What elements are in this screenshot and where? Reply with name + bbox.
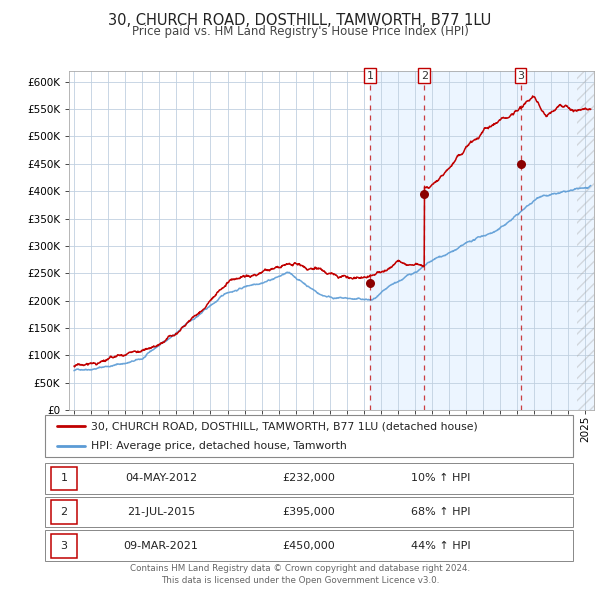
Text: £232,000: £232,000 <box>283 474 335 483</box>
Text: 1: 1 <box>61 474 68 483</box>
FancyBboxPatch shape <box>52 534 77 558</box>
FancyBboxPatch shape <box>52 500 77 524</box>
Text: Contains HM Land Registry data © Crown copyright and database right 2024.
This d: Contains HM Land Registry data © Crown c… <box>130 564 470 585</box>
Bar <box>577 71 600 410</box>
Bar <box>577 71 600 410</box>
Text: 44% ↑ HPI: 44% ↑ HPI <box>411 541 471 550</box>
Text: £450,000: £450,000 <box>283 541 335 550</box>
Text: 21-JUL-2015: 21-JUL-2015 <box>127 507 195 517</box>
Text: 30, CHURCH ROAD, DOSTHILL, TAMWORTH, B77 1LU (detached house): 30, CHURCH ROAD, DOSTHILL, TAMWORTH, B77… <box>91 421 478 431</box>
FancyBboxPatch shape <box>45 415 573 457</box>
Text: HPI: Average price, detached house, Tamworth: HPI: Average price, detached house, Tamw… <box>91 441 347 451</box>
Text: 09-MAR-2021: 09-MAR-2021 <box>124 541 199 550</box>
FancyBboxPatch shape <box>52 467 77 490</box>
Text: £395,000: £395,000 <box>283 507 335 517</box>
Text: 04-MAY-2012: 04-MAY-2012 <box>125 474 197 483</box>
Text: 10% ↑ HPI: 10% ↑ HPI <box>412 474 470 483</box>
Text: 2: 2 <box>61 507 68 517</box>
FancyBboxPatch shape <box>45 497 573 527</box>
Text: 3: 3 <box>61 541 68 550</box>
Text: 68% ↑ HPI: 68% ↑ HPI <box>411 507 471 517</box>
Text: 3: 3 <box>517 71 524 81</box>
Bar <box>370 71 600 410</box>
FancyBboxPatch shape <box>45 530 573 561</box>
Text: Price paid vs. HM Land Registry's House Price Index (HPI): Price paid vs. HM Land Registry's House … <box>131 25 469 38</box>
Text: 1: 1 <box>367 71 373 81</box>
Text: 30, CHURCH ROAD, DOSTHILL, TAMWORTH, B77 1LU: 30, CHURCH ROAD, DOSTHILL, TAMWORTH, B77… <box>109 13 491 28</box>
Text: 2: 2 <box>421 71 428 81</box>
FancyBboxPatch shape <box>45 463 573 494</box>
